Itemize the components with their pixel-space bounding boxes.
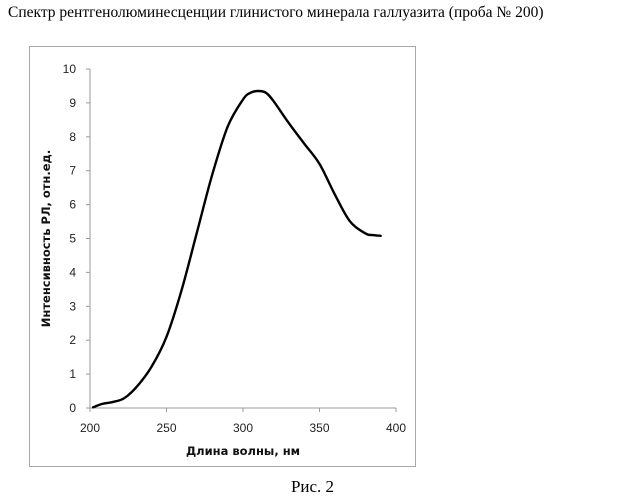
y-tick-label: 7 <box>69 164 76 178</box>
y-tick-label: 9 <box>69 96 76 110</box>
chart-ticks: 0 1 2 3 4 5 6 7 8 9 10 200 250 300 350 400 <box>63 62 407 435</box>
y-tick-label: 1 <box>69 367 76 381</box>
document-title: Спектр рентгенолюминесценции глинистого … <box>2 4 622 21</box>
series-line <box>93 91 381 407</box>
y-tick-label: 8 <box>69 130 76 144</box>
y-tick-label: 0 <box>69 401 76 415</box>
x-axis-label: Длина волны, нм <box>186 444 300 458</box>
y-tick-label: 3 <box>69 299 76 313</box>
x-tick-label: 400 <box>386 421 406 435</box>
chart-series <box>93 91 381 407</box>
x-tick-label: 250 <box>156 421 176 435</box>
figure-caption: Рис. 2 <box>0 477 625 497</box>
x-tick-label: 200 <box>80 421 100 435</box>
y-tick-label: 10 <box>63 62 77 76</box>
y-tick-label: 5 <box>69 232 76 246</box>
chart-frame: 0 1 2 3 4 5 6 7 8 9 10 200 250 300 350 400 Длина волны,… <box>29 46 416 467</box>
y-tick-label: 2 <box>69 333 76 347</box>
chart-svg: 0 1 2 3 4 5 6 7 8 9 10 200 250 300 350 400 Длина волны,… <box>30 47 417 468</box>
y-tick-label: 4 <box>69 265 76 279</box>
x-tick-label: 350 <box>309 421 329 435</box>
chart-axes <box>90 69 396 408</box>
y-axis-label: Интенсивность РЛ, отн.ед. <box>39 150 53 327</box>
x-tick-label: 300 <box>233 421 253 435</box>
y-tick-label: 6 <box>69 198 76 212</box>
